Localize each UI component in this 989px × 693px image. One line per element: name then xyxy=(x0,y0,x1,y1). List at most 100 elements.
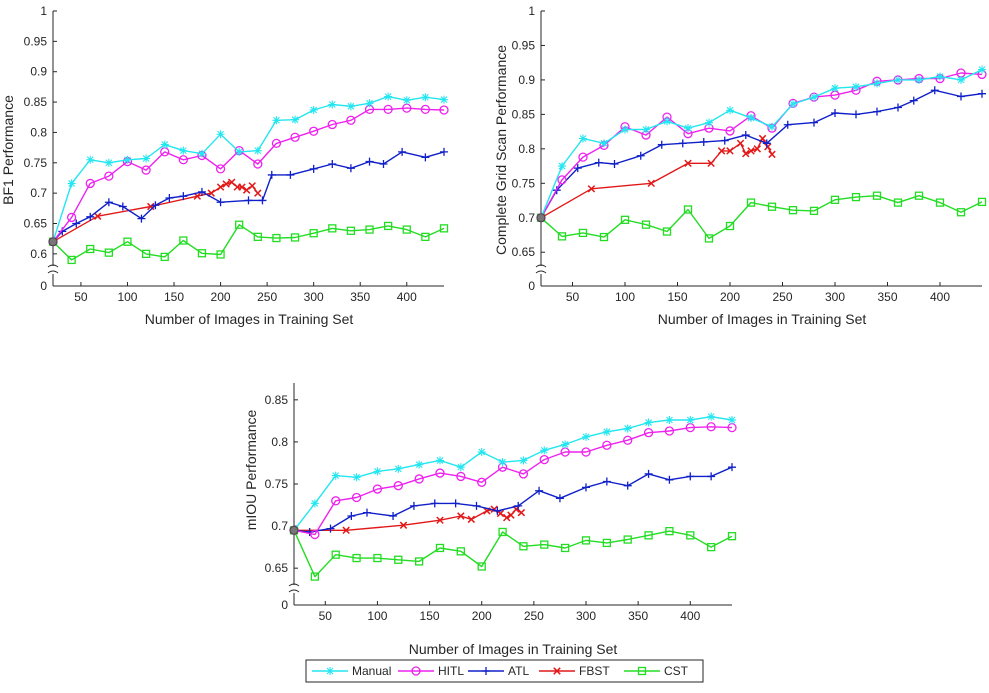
chart-miou-ytick-label: 0.85 xyxy=(265,393,289,407)
hitl-marker xyxy=(271,138,282,149)
manual-marker xyxy=(978,65,986,74)
hitl-marker xyxy=(414,474,424,484)
manual-marker xyxy=(768,122,776,131)
cst-marker xyxy=(683,205,693,214)
manual-marker xyxy=(789,100,797,109)
hitl-marker xyxy=(310,529,320,540)
cst-marker xyxy=(767,202,777,211)
chart-grid-scan-xtick-label: 400 xyxy=(930,290,950,304)
atl-marker xyxy=(179,192,188,201)
chart-grid-scan-ytick-label: 0.75 xyxy=(512,176,536,190)
manual-marker xyxy=(602,427,611,436)
atl-marker xyxy=(514,501,523,510)
hitl-marker xyxy=(435,468,445,478)
hitl-marker xyxy=(104,171,114,181)
cst-marker xyxy=(477,562,486,571)
chart-miou-series-atl xyxy=(290,463,736,536)
atl-marker xyxy=(636,151,645,160)
chart-bf1-axis-break xyxy=(47,264,59,274)
chart-bf1: 50 100 150 200 250 300 350 400 0.6 0.65 0.7 0.75 0.8… xyxy=(0,4,449,327)
chart-bf1-xtick-label: 50 xyxy=(74,290,88,304)
start-point-marker xyxy=(536,213,546,223)
cst-marker xyxy=(977,197,987,207)
hitl-marker xyxy=(85,178,95,189)
chart-miou-ytick-label: 0.65 xyxy=(265,561,289,575)
cst-marker xyxy=(498,527,507,537)
fbst-marker xyxy=(242,186,251,194)
cst-marker xyxy=(560,543,570,553)
hitl-marker xyxy=(331,496,341,506)
chart-grid-scan-ytick-label: 0.8 xyxy=(518,142,535,156)
atl-marker xyxy=(267,170,276,179)
cst-marker xyxy=(253,232,262,242)
fbst-marker xyxy=(764,143,772,151)
manual-marker xyxy=(197,149,206,158)
chart-bf1-series-fbst xyxy=(49,178,262,246)
chart-grid-scan-ytick-label: 1 xyxy=(528,4,535,18)
legend-label-fbst: FBST xyxy=(579,664,610,678)
atl-marker xyxy=(610,160,619,168)
chart-miou-xtick-label: 50 xyxy=(319,609,333,623)
atl-marker xyxy=(326,524,335,533)
chart-bf1-ytick-label: 0.75 xyxy=(24,156,48,170)
hitl-marker xyxy=(725,126,735,136)
hitl-marker xyxy=(309,126,319,136)
chart-bf1-series-atl xyxy=(49,147,448,246)
atl-line xyxy=(540,89,983,219)
hitl-marker xyxy=(623,435,633,445)
cst-marker xyxy=(365,225,374,234)
chart-miou-xtick-label: 400 xyxy=(680,609,700,623)
atl-marker xyxy=(582,483,590,492)
manual-marker xyxy=(936,72,944,81)
atl-marker xyxy=(86,212,95,221)
chart-grid-scan-axis-break xyxy=(535,264,547,274)
manual-marker xyxy=(642,125,650,134)
fbst-marker xyxy=(717,147,726,155)
legend-item-cst: CST xyxy=(624,664,689,678)
atl-marker xyxy=(244,196,253,205)
atl-marker xyxy=(602,477,611,486)
cst-marker xyxy=(160,252,169,262)
manual-marker xyxy=(665,416,674,425)
atl-marker xyxy=(493,506,502,515)
chart-miou-ytick-label: 0.7 xyxy=(271,519,288,533)
cst-marker xyxy=(602,538,612,548)
manual-marker xyxy=(436,456,444,465)
chart-grid-scan-ytick-zero-label: 0 xyxy=(528,279,535,293)
chart-grid-scan-xtick-label: 200 xyxy=(720,290,740,304)
fbst-marker xyxy=(587,185,596,193)
cst-marker xyxy=(686,531,695,540)
manual-marker xyxy=(728,416,736,425)
hitl-marker xyxy=(178,155,188,165)
hitl-marker xyxy=(477,477,487,487)
fbst-marker xyxy=(736,139,745,148)
cst-marker xyxy=(104,248,114,257)
fbst-marker xyxy=(768,150,776,159)
cst-marker xyxy=(402,225,411,234)
manual-marker xyxy=(852,82,860,91)
legend-label-cst: CST xyxy=(664,664,689,678)
manual-marker xyxy=(291,115,300,124)
chart-miou-ytick-label: 0.75 xyxy=(265,477,289,491)
atl-marker xyxy=(379,160,388,168)
chart-bf1-ylabel: BF1 Performance xyxy=(0,95,16,205)
hitl-marker xyxy=(290,132,300,142)
atl-marker xyxy=(741,131,750,140)
cst-marker xyxy=(956,208,966,217)
cst-marker xyxy=(809,206,819,216)
cst-line xyxy=(293,530,733,578)
cst-marker xyxy=(435,543,445,553)
chart-grid-scan-xtick-label: 350 xyxy=(877,290,897,304)
chart-bf1-xtick-label: 100 xyxy=(117,290,137,304)
manual-marker xyxy=(621,125,629,134)
hitl-marker xyxy=(518,469,529,479)
atl-line xyxy=(293,466,733,533)
chart-miou-ytick-label: 0.8 xyxy=(271,435,288,449)
chart-bf1-ytick-label: 0.65 xyxy=(24,217,48,231)
fbst-marker xyxy=(436,516,444,524)
chart-grid-scan-ytick-label: 0.65 xyxy=(512,245,536,259)
manual-marker xyxy=(540,446,549,455)
manual-marker xyxy=(104,158,113,167)
fbst-marker xyxy=(457,512,465,520)
atl-marker xyxy=(783,120,792,129)
